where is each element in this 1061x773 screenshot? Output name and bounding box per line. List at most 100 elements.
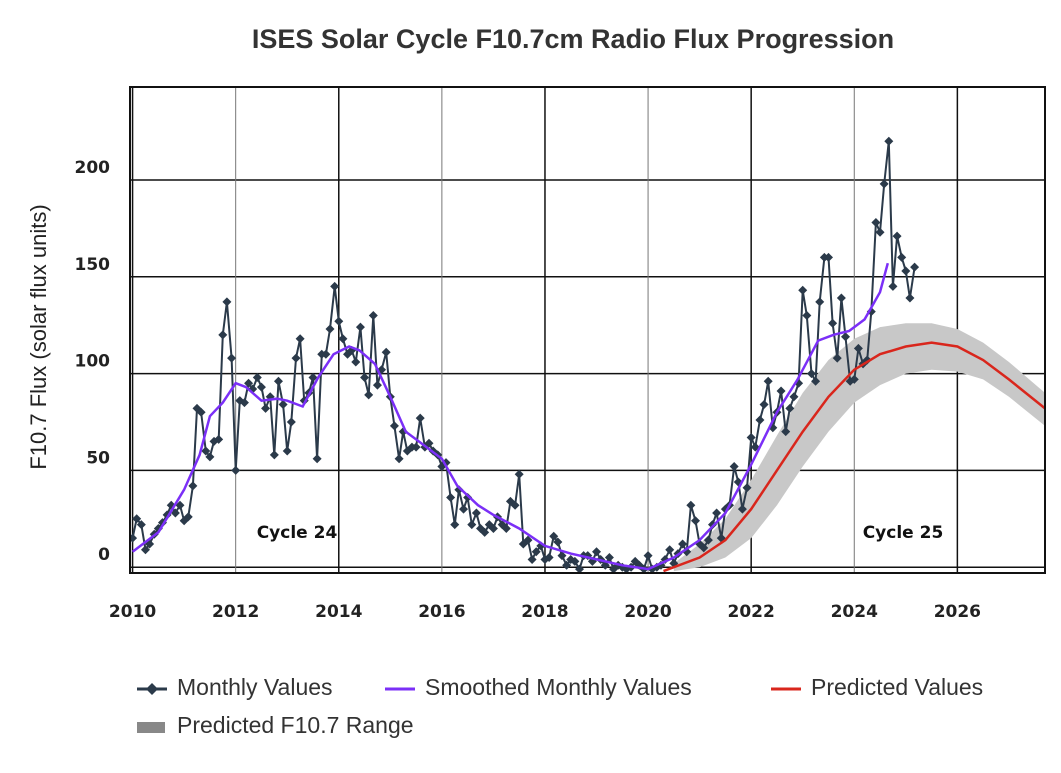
data-point: [841, 332, 851, 342]
series-line: [131, 141, 916, 572]
data-point: [130, 533, 138, 543]
data-point: [737, 504, 747, 514]
data-point: [643, 551, 653, 561]
data-point: [549, 531, 559, 541]
data-point: [604, 553, 614, 563]
data-point: [544, 553, 554, 563]
x-tick-label: 2014: [315, 602, 362, 622]
data-point: [699, 543, 709, 553]
data-point: [463, 492, 473, 502]
data-point: [338, 334, 348, 344]
data-point: [351, 357, 361, 367]
data-point: [897, 252, 907, 262]
data-point: [501, 523, 511, 533]
data-point: [205, 452, 215, 462]
data-point: [372, 380, 382, 390]
data-point: [823, 252, 833, 262]
data-point: [665, 545, 675, 555]
data-point: [218, 330, 228, 340]
data-point: [132, 514, 142, 524]
data-point: [227, 353, 237, 363]
data-point: [183, 512, 193, 522]
data-point: [884, 136, 894, 146]
data-point: [252, 372, 262, 382]
data-point: [467, 520, 477, 530]
data-point: [776, 386, 786, 396]
legend-label: Predicted F10.7 Range: [177, 712, 414, 738]
data-point: [291, 353, 301, 363]
data-point: [514, 469, 524, 479]
legend-label: Monthly Values: [177, 674, 333, 700]
data-point: [828, 318, 838, 328]
data-point: [575, 564, 585, 573]
data-point: [686, 500, 696, 510]
data-point: [836, 293, 846, 303]
data-point: [330, 281, 340, 291]
data-point: [871, 218, 881, 228]
data-point: [278, 400, 288, 410]
x-tick-label: 2010: [109, 602, 156, 622]
data-point: [815, 297, 825, 307]
data-point: [755, 415, 765, 425]
data-point: [905, 293, 915, 303]
plot-area: [130, 136, 1045, 573]
data-point: [140, 545, 150, 555]
data-point: [531, 547, 541, 557]
y-tick-label: 0: [98, 545, 110, 565]
data-point: [286, 417, 296, 427]
data-point: [892, 231, 902, 241]
data-point: [334, 316, 344, 326]
data-point: [450, 520, 460, 530]
data-point: [282, 446, 292, 456]
data-point: [312, 454, 322, 464]
data-point: [360, 372, 370, 382]
data-point: [785, 403, 795, 413]
x-tick-label: 2016: [418, 602, 465, 622]
data-point: [647, 564, 657, 573]
data-point: [553, 537, 563, 547]
data-point: [621, 564, 631, 573]
data-point: [273, 376, 283, 386]
data-point: [510, 500, 520, 510]
data-point: [411, 442, 421, 452]
data-point: [424, 438, 434, 448]
data-point: [802, 310, 812, 320]
annotation: Cycle 25: [863, 523, 944, 543]
ticks: 0 50 100 150 200 2010 2012 2014 2016 2018 2020 2022…: [75, 158, 982, 622]
data-point: [170, 508, 180, 518]
data-point: [742, 483, 752, 493]
x-tick-label: 2018: [521, 602, 568, 622]
data-point: [261, 403, 271, 413]
legend-swatch: [137, 722, 165, 733]
data-point: [244, 378, 254, 388]
chart-title: ISES Solar Cycle F10.7cm Radio Flux Prog…: [252, 24, 894, 54]
data-point: [321, 349, 331, 359]
data-point: [389, 421, 399, 431]
data-point: [394, 454, 404, 464]
data-point: [592, 547, 602, 557]
series-line: [663, 341, 1045, 573]
y-axis-label: F10.7 Flux (solar flux units): [26, 204, 51, 469]
legend-label: Predicted Values: [811, 674, 983, 700]
data-point: [849, 374, 859, 384]
data-point: [231, 465, 241, 475]
data-point: [239, 398, 249, 408]
data-point: [459, 504, 469, 514]
data-point: [729, 462, 739, 472]
annotation: Cycle 24: [257, 523, 338, 543]
data-point: [188, 481, 198, 491]
data-point: [806, 369, 816, 379]
data-point: [609, 564, 619, 573]
data-point: [364, 390, 374, 400]
plot-frame: [129, 86, 1046, 574]
data-point: [781, 427, 791, 437]
data-point: [879, 179, 889, 189]
data-point: [269, 450, 279, 460]
data-point: [325, 324, 335, 334]
data-point: [557, 551, 567, 561]
data-point: [488, 523, 498, 533]
x-tick-label: 2020: [624, 602, 671, 622]
data-point: [678, 539, 688, 549]
data-point: [454, 485, 464, 495]
